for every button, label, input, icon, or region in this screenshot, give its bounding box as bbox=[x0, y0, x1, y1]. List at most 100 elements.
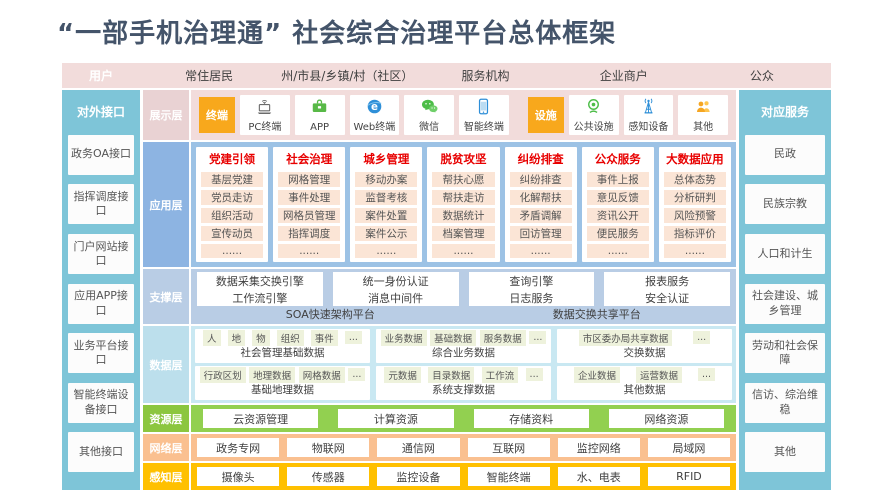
perception-box: RFID bbox=[647, 467, 731, 486]
app-item: 风险预警 bbox=[663, 207, 726, 223]
perception-layer-label: 感知层 bbox=[143, 463, 189, 490]
interface-box: 应用APP接口 bbox=[68, 283, 134, 324]
interface-box: 其他接口 bbox=[68, 432, 134, 473]
terminal-item: 其他 bbox=[678, 95, 728, 135]
data-chip: 目录数据 bbox=[428, 366, 475, 383]
app-item: 总体态势 bbox=[663, 171, 726, 187]
data-group-caption: 基础地理数据 bbox=[251, 384, 314, 396]
app-column-header: 纠纷排查 bbox=[517, 152, 564, 166]
service-box: 社会建设、城乡管理 bbox=[745, 283, 825, 324]
antenna-icon bbox=[639, 96, 658, 117]
chip-row: 企业数据 运营数据... bbox=[560, 366, 729, 383]
external-interfaces-title: 对外接口 bbox=[76, 105, 125, 119]
terminal-item: e Web终端 bbox=[349, 95, 400, 135]
resource-layer-content: 云资源管理 计算资源 存储资料 网络资源 bbox=[191, 405, 736, 432]
data-layer-row: 数据层 人地物组织 事件... 社会管理基础数据 业务数据 基础数据 服务数据... 综合业… bbox=[143, 326, 736, 403]
app-column: 社会治理 网格管理 事件处理 网格员管理 指挥调度...... bbox=[273, 147, 346, 262]
resource-layer-row: 资源层 云资源管理 计算资源 存储资料 网络资源 bbox=[143, 405, 736, 432]
perception-box: 水、电表 bbox=[557, 467, 640, 486]
data-chip: 地理数据 bbox=[249, 366, 296, 383]
support-box: 统一身份认证 bbox=[332, 272, 459, 289]
people-icon bbox=[694, 96, 713, 117]
data-chip: 人 bbox=[203, 329, 221, 346]
app-item: 便民服务 bbox=[586, 225, 649, 241]
app-item: 化解帮扶 bbox=[509, 189, 572, 205]
data-chip: 工作流 bbox=[481, 366, 519, 383]
app-column-header: 城乡管理 bbox=[363, 152, 410, 166]
app-item: 监督考核 bbox=[355, 189, 418, 205]
support-box: 消息中间件 bbox=[332, 289, 459, 306]
data-chip: 市区委办局共享数据 bbox=[578, 329, 673, 346]
data-chip: 业务数据 bbox=[380, 329, 427, 346]
layer-stack: 展示层 终端 PC终端 APP e Web终端 微信 智能终端 设施 公共设施 感知设备 其他 应用… bbox=[143, 90, 736, 490]
support-box: 报表服务 bbox=[604, 272, 730, 289]
user-group: 服务机构 bbox=[461, 69, 510, 83]
chip-row: 元数据 目录数据 工作流... bbox=[379, 366, 548, 383]
app-column: 城乡管理 移动办案 监督考核 案件处置 案件公示...... bbox=[350, 147, 423, 262]
service-box: 人口和计生 bbox=[745, 233, 825, 274]
terminal-item: 感知设备 bbox=[623, 95, 674, 135]
service-box: 劳动和社会保障 bbox=[745, 333, 825, 374]
network-box: 物联网 bbox=[287, 438, 370, 457]
network-box: 政务专网 bbox=[197, 438, 280, 457]
resource-box: 云资源管理 bbox=[203, 409, 319, 428]
data-chip: 企业数据 bbox=[573, 366, 620, 383]
support-box: 安全认证 bbox=[604, 289, 730, 306]
terminal-label: 其他 bbox=[693, 122, 714, 133]
network-box: 局域网 bbox=[647, 438, 731, 457]
perception-layer-content: 摄像头 传感器 监控设备 智能终端 水、电表 RFID bbox=[191, 463, 736, 490]
perception-box: 传感器 bbox=[287, 467, 370, 486]
data-chip: ... bbox=[529, 331, 547, 344]
facility-tag: 设施 bbox=[527, 97, 564, 133]
app-column-header: 大数据应用 bbox=[666, 152, 724, 166]
display-layer-label: 展示层 bbox=[143, 90, 189, 140]
data-chip: ... bbox=[344, 331, 362, 344]
display-layer-content: 终端 PC终端 APP e Web终端 微信 智能终端 设施 公共设施 感知设备 其他 bbox=[191, 90, 736, 140]
data-chip: 物 bbox=[252, 329, 270, 346]
terminal-tag: 终端 bbox=[199, 97, 235, 133]
user-group: 公众 bbox=[749, 69, 774, 83]
terminal-item: 公共设施 bbox=[568, 95, 619, 135]
terminal-label: 微信 bbox=[419, 122, 440, 133]
data-chip: 组织 bbox=[276, 329, 304, 346]
terminal-label: 智能终端 bbox=[463, 122, 504, 133]
user-group: 州/市县/乡镇/村（社区） bbox=[281, 69, 414, 83]
perception-box: 摄像头 bbox=[197, 467, 280, 486]
data-row: 行政区划 地理数据 网格数据... 基础地理数据 元数据 目录数据 工作流... 系统支撑数据… bbox=[195, 366, 732, 400]
services-title: 对应服务 bbox=[760, 105, 809, 119]
app-item: 矛盾调解 bbox=[509, 207, 572, 223]
data-group: 行政区划 地理数据 网格数据... 基础地理数据 bbox=[195, 366, 370, 400]
app-item: 党员走访 bbox=[201, 189, 264, 205]
data-chip: ... bbox=[697, 368, 715, 381]
app-item: 指标评价 bbox=[663, 225, 726, 241]
app-column-header: 公众服务 bbox=[594, 152, 641, 166]
data-group: 人地物组织 事件... 社会管理基础数据 bbox=[195, 329, 370, 363]
app-icon bbox=[310, 96, 329, 117]
app-column-header: 社会治理 bbox=[286, 152, 333, 166]
app-item: 帮扶心愿 bbox=[432, 171, 495, 187]
terminal-label: Web终端 bbox=[353, 122, 396, 133]
app-column-header: 党建引领 bbox=[209, 152, 256, 166]
data-group: 元数据 目录数据 工作流... 系统支撑数据 bbox=[376, 366, 551, 400]
network-box: 互联网 bbox=[467, 438, 550, 457]
support-layer-label: 支撑层 bbox=[143, 269, 189, 324]
app-column-header: 脱贫攻坚 bbox=[440, 152, 487, 166]
smartphone-icon bbox=[474, 96, 493, 117]
network-box: 监控网络 bbox=[557, 438, 640, 457]
interface-box: 智能终端设备接口 bbox=[68, 382, 134, 423]
data-chip: 事件 bbox=[310, 329, 338, 346]
page-title: “一部手机治理通” 社会综合治理平台总体框架 bbox=[57, 19, 617, 49]
data-chip: 基础数据 bbox=[430, 329, 477, 346]
app-column: 脱贫攻坚 帮扶心愿 帮扶走访 数据统计 档案管理...... bbox=[427, 147, 500, 262]
platform-label: 数据交换共享平台 bbox=[552, 308, 641, 321]
data-group-caption: 系统支撑数据 bbox=[432, 384, 495, 396]
service-list: 民政 民族宗教 人口和计生 社会建设、城乡管理 劳动和社会保障 信访、综治维稳 其他 bbox=[739, 123, 831, 490]
data-group: 业务数据 基础数据 服务数据... 综合业务数据 bbox=[376, 329, 551, 363]
chip-row: 市区委办局共享数据... bbox=[560, 329, 729, 346]
app-item: 移动办案 bbox=[355, 171, 418, 187]
data-layer-content: 人地物组织 事件... 社会管理基础数据 业务数据 基础数据 服务数据... 综合业务数据市… bbox=[191, 326, 736, 403]
network-layer-row: 网络层 政务专网 物联网 通信网 互联网 监控网络 局域网 bbox=[143, 434, 736, 461]
user-group: 企业商户 bbox=[599, 69, 648, 83]
app-item: 回访管理 bbox=[509, 225, 572, 241]
